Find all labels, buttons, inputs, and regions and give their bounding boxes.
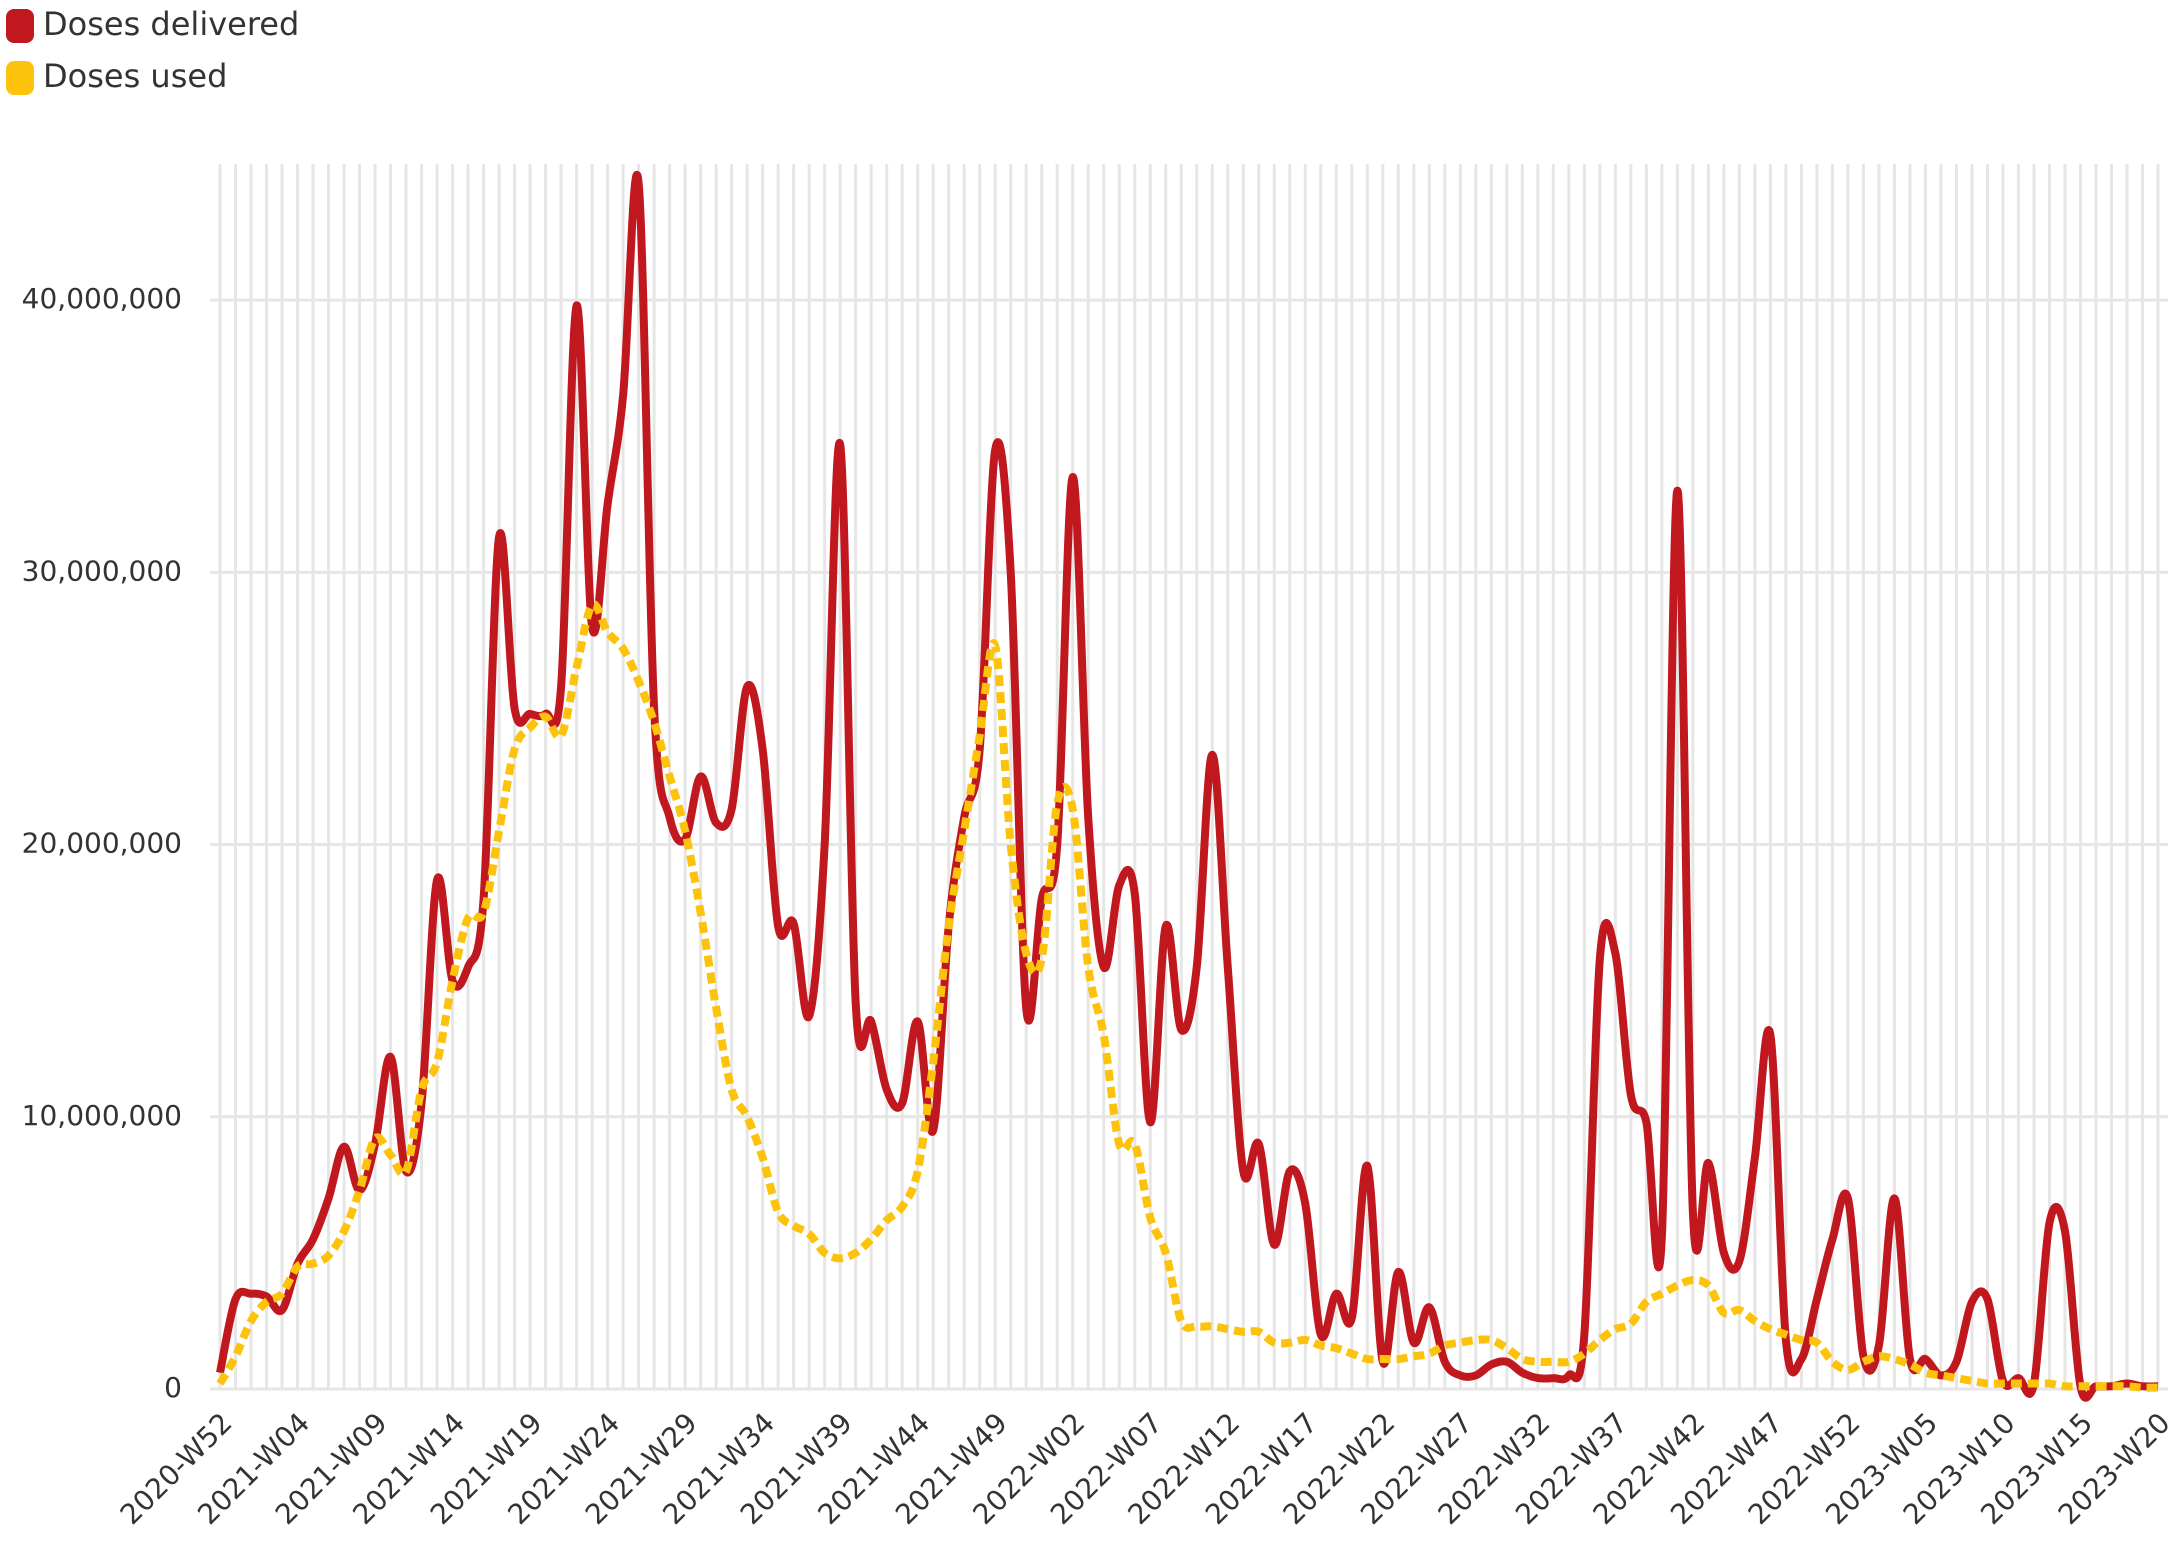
legend-swatch bbox=[6, 9, 34, 43]
y-tick-label: 10,000,000 bbox=[22, 1099, 182, 1132]
legend-label: Doses delivered bbox=[43, 5, 299, 43]
y-tick-label: 0 bbox=[164, 1371, 182, 1404]
series-line bbox=[216, 600, 2159, 1392]
series-line bbox=[216, 170, 2159, 1402]
legend-label: Doses used bbox=[43, 57, 227, 95]
y-tick-label: 30,000,000 bbox=[22, 554, 182, 587]
legend-swatch bbox=[6, 61, 34, 95]
y-tick-label: 40,000,000 bbox=[22, 282, 182, 315]
y-tick-label: 20,000,000 bbox=[22, 827, 182, 860]
